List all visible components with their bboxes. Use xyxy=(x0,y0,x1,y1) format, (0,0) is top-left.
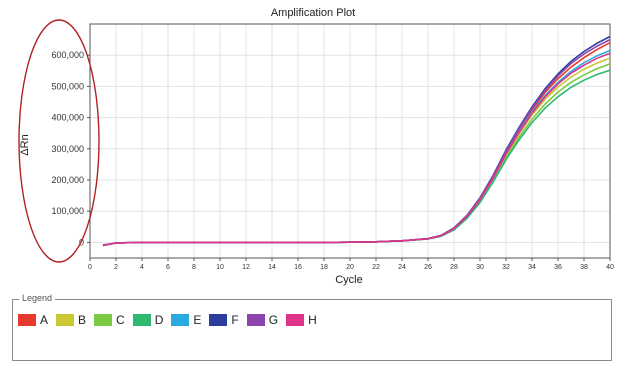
x-axis-label: Cycle xyxy=(335,274,363,286)
x-tick-label: 30 xyxy=(476,264,484,271)
series-lines xyxy=(102,35,611,247)
y-tick-label: 400,000 xyxy=(51,113,84,123)
legend-item-a: A xyxy=(18,313,48,327)
legend-label: A xyxy=(40,313,49,327)
legend-swatch xyxy=(246,314,265,326)
y-tick-label: 500,000 xyxy=(51,81,84,91)
x-tick-label: 22 xyxy=(372,264,380,271)
x-tick-label: 6 xyxy=(166,264,170,271)
chart-title: Amplification Plot xyxy=(271,7,355,19)
x-tick-label: 36 xyxy=(554,264,562,271)
x-tick-label: 16 xyxy=(294,264,302,271)
x-tick-label: 12 xyxy=(242,264,250,271)
x-tick-label: 0 xyxy=(88,264,92,271)
x-tick-label: 8 xyxy=(192,264,196,271)
legend-items: A B C D E F G H xyxy=(18,313,325,327)
legend-label: C xyxy=(116,313,125,327)
x-tick-label: 4 xyxy=(140,264,144,271)
legend-title: Legend xyxy=(19,293,56,303)
legend-item-g: G xyxy=(246,313,279,327)
legend-swatch xyxy=(171,314,190,326)
y-tick-label: 300,000 xyxy=(51,144,84,154)
legend-item-c: C xyxy=(94,313,125,327)
legend-label: D xyxy=(154,313,164,327)
legend-swatch xyxy=(209,314,228,326)
series-line-f xyxy=(102,35,611,247)
y-tick-label: 600,000 xyxy=(51,50,84,60)
legend-item-d: D xyxy=(132,313,164,327)
legend-swatch xyxy=(56,314,75,326)
amplification-plot: Amplification Plot 0 2 4 6 8 10 12 14 16 18 20 22 24… xyxy=(18,7,614,286)
y-tick-label: 200,000 xyxy=(51,175,84,185)
x-axis-ticks: 0 2 4 6 8 10 12 14 16 18 20 22 24 26 28 30 32 34 36 38 40 xyxy=(88,258,614,271)
legend-item-e: E xyxy=(171,313,201,327)
y-axis-highlight-ellipse xyxy=(18,19,100,263)
series-line-e xyxy=(102,49,611,246)
series-line-h xyxy=(102,52,611,246)
x-tick-label: 28 xyxy=(450,264,458,271)
series-line-d xyxy=(102,69,611,246)
legend-item-f: F xyxy=(209,313,239,327)
x-tick-label: 34 xyxy=(528,264,536,271)
series-line-c xyxy=(102,63,611,246)
legend-swatch xyxy=(18,314,36,326)
legend-label: B xyxy=(78,313,87,327)
series-line-a xyxy=(102,41,611,247)
legend-item-b: B xyxy=(56,313,86,327)
legend-item-h: H xyxy=(286,313,317,327)
legend-swatch xyxy=(94,314,113,326)
grid xyxy=(89,24,611,258)
legend-label: H xyxy=(308,313,317,327)
legend-label: F xyxy=(231,313,239,327)
legend-panel: Legend A B C D E F G H xyxy=(12,293,612,361)
x-tick-label: 32 xyxy=(502,264,510,271)
legend-label: E xyxy=(193,313,202,327)
y-axis-label: ΔRn xyxy=(19,134,31,155)
x-tick-label: 14 xyxy=(268,264,276,271)
x-tick-label: 24 xyxy=(398,264,406,271)
x-tick-label: 38 xyxy=(580,264,588,271)
legend-label: G xyxy=(268,313,279,327)
series-line-g xyxy=(102,38,611,247)
legend-swatch xyxy=(132,314,151,326)
y-axis-ticks: 0100,000200,000300,000400,000500,000600,… xyxy=(51,50,90,247)
x-tick-label: 26 xyxy=(424,264,432,271)
x-tick-label: 40 xyxy=(606,264,614,271)
legend-swatch xyxy=(286,314,305,326)
x-tick-label: 10 xyxy=(216,264,224,271)
x-tick-label: 20 xyxy=(346,264,354,271)
y-tick-label: 100,000 xyxy=(51,206,84,216)
x-tick-label: 2 xyxy=(114,264,118,271)
x-tick-label: 18 xyxy=(320,264,328,271)
